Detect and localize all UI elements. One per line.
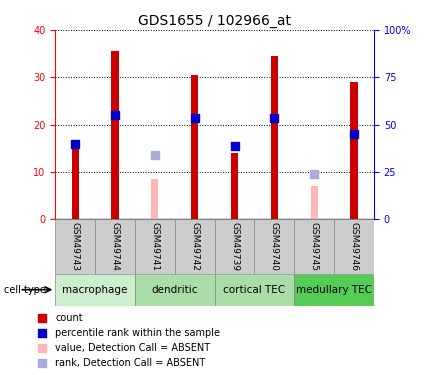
Text: dendritic: dendritic	[152, 285, 198, 295]
Bar	[334, 219, 374, 274]
Bar	[111, 51, 119, 219]
Bar	[311, 186, 318, 219]
Bar	[351, 82, 358, 219]
Point	[191, 115, 198, 121]
Bar	[135, 219, 175, 274]
Text: macrophage: macrophage	[62, 285, 128, 295]
Bar	[215, 274, 294, 306]
Bar	[71, 148, 79, 219]
Bar	[294, 219, 334, 274]
Text: cell type: cell type	[4, 285, 46, 295]
Text: value, Detection Call = ABSENT: value, Detection Call = ABSENT	[55, 344, 210, 354]
Bar	[215, 219, 255, 274]
Title: GDS1655 / 102966_at: GDS1655 / 102966_at	[138, 13, 291, 28]
Bar	[55, 274, 135, 306]
Point	[231, 143, 238, 149]
Text: GSM49744: GSM49744	[110, 222, 119, 271]
Point	[38, 330, 45, 336]
Bar	[135, 274, 215, 306]
Text: GSM49745: GSM49745	[310, 222, 319, 271]
Text: medullary TEC: medullary TEC	[296, 285, 372, 295]
Bar	[175, 219, 215, 274]
Bar	[271, 56, 278, 219]
Point	[151, 153, 158, 159]
Bar	[231, 153, 238, 219]
Bar	[255, 219, 294, 274]
Text: GSM49742: GSM49742	[190, 222, 199, 271]
Text: GSM49743: GSM49743	[71, 222, 79, 271]
Bar	[151, 179, 159, 219]
Point	[351, 131, 357, 137]
Point	[112, 112, 119, 118]
Text: GSM49746: GSM49746	[350, 222, 359, 271]
Text: cortical TEC: cortical TEC	[224, 285, 286, 295]
Point	[38, 360, 45, 366]
Point	[311, 171, 317, 177]
Text: GSM49740: GSM49740	[270, 222, 279, 271]
Bar	[95, 219, 135, 274]
Bar	[294, 274, 374, 306]
Point	[271, 115, 278, 121]
Point	[72, 141, 79, 147]
Text: GSM49739: GSM49739	[230, 222, 239, 271]
Point	[38, 345, 45, 351]
Text: percentile rank within the sample: percentile rank within the sample	[55, 328, 220, 339]
Point	[38, 315, 45, 321]
Bar	[191, 75, 198, 219]
Bar	[55, 219, 95, 274]
Text: GSM49741: GSM49741	[150, 222, 159, 271]
Text: count: count	[55, 314, 82, 324]
Text: rank, Detection Call = ABSENT: rank, Detection Call = ABSENT	[55, 358, 205, 369]
